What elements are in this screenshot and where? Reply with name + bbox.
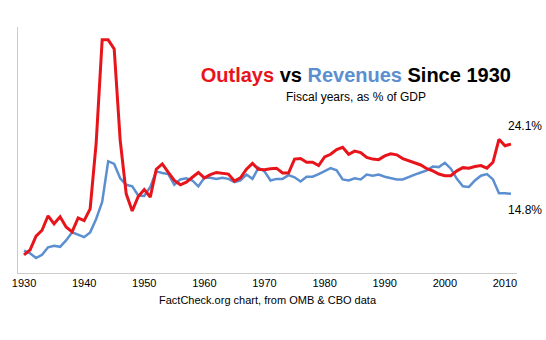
svg-text:1980: 1980: [312, 277, 336, 289]
svg-text:1970: 1970: [252, 277, 276, 289]
svg-text:1950: 1950: [132, 277, 156, 289]
svg-text:2000: 2000: [433, 277, 457, 289]
svg-text:FactCheck.org chart, from OMB: FactCheck.org chart, from OMB & CBO data: [159, 294, 377, 306]
svg-text:24.1%: 24.1%: [508, 119, 542, 133]
svg-text:1960: 1960: [192, 277, 216, 289]
svg-text:1940: 1940: [72, 277, 96, 289]
svg-text:Fiscal years, as % of GDP: Fiscal years, as % of GDP: [286, 90, 426, 104]
svg-text:1990: 1990: [372, 277, 396, 289]
svg-text:14.8%: 14.8%: [508, 203, 542, 217]
svg-text:Outlays vs Revenues Since 1930: Outlays vs Revenues Since 1930: [201, 64, 511, 86]
svg-text:1930: 1930: [12, 277, 36, 289]
svg-text:2010: 2010: [493, 277, 517, 289]
